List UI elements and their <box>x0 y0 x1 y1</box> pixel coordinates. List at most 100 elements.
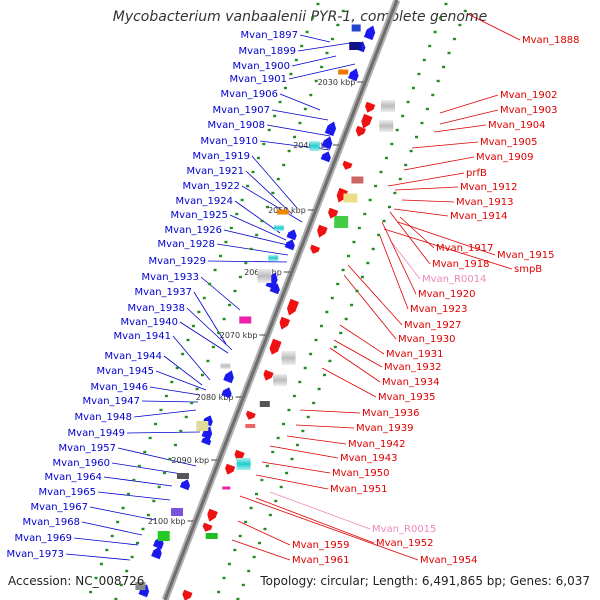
reverse-gene-feature[interactable] <box>245 410 256 422</box>
reverse-gene-feature[interactable] <box>181 589 193 600</box>
gene-label-mvan-1942[interactable]: Mvan_1942 <box>348 439 405 450</box>
gene-block-feature[interactable] <box>135 582 146 590</box>
gene-block-feature[interactable] <box>268 255 279 261</box>
gene-label-mvan-1899[interactable]: Mvan_1899 <box>239 46 296 57</box>
gene-label-mvan-1888[interactable]: Mvan_1888 <box>522 35 579 46</box>
gene-block-feature[interactable] <box>171 508 184 516</box>
reverse-gene-feature[interactable] <box>268 343 280 357</box>
gene-label-mvan-1950[interactable]: Mvan_1950 <box>332 468 389 479</box>
gene-label-mvan-1929[interactable]: Mvan_1929 <box>149 256 206 267</box>
forward-gene-feature[interactable] <box>269 282 282 295</box>
gene-block-feature[interactable] <box>273 225 284 231</box>
gene-block-feature[interactable] <box>273 374 288 386</box>
reverse-gene-feature[interactable] <box>262 369 274 383</box>
reverse-gene-feature[interactable] <box>309 244 320 256</box>
gene-label-mvan-1927[interactable]: Mvan_1927 <box>404 320 461 331</box>
gene-block-feature[interactable] <box>222 486 231 490</box>
gene-label-mvan-1920[interactable]: Mvan_1920 <box>418 289 475 300</box>
gene-label-mvan-1965[interactable]: Mvan_1965 <box>39 487 96 498</box>
forward-gene-feature[interactable] <box>321 135 335 150</box>
gene-label-mvan-1931[interactable]: Mvan_1931 <box>386 349 443 360</box>
gene-label-mvan-1951[interactable]: Mvan_1951 <box>330 484 387 495</box>
gene-label-mvan-1915[interactable]: Mvan_1915 <box>497 250 554 261</box>
gene-label-mvan-1919[interactable]: Mvan_1919 <box>193 151 250 162</box>
gene-block-feature[interactable] <box>236 458 251 470</box>
gene-label-mvan-1948[interactable]: Mvan_1948 <box>75 412 132 423</box>
reverse-gene-feature[interactable] <box>277 316 291 331</box>
gene-block-feature[interactable] <box>334 216 349 228</box>
reverse-gene-feature[interactable] <box>315 224 328 239</box>
reverse-gene-feature[interactable] <box>233 449 245 463</box>
gene-block-feature[interactable] <box>205 533 218 539</box>
gene-label-mvan-1943[interactable]: Mvan_1943 <box>340 453 397 464</box>
gene-label-mvan-1973[interactable]: Mvan_1973 <box>7 549 64 560</box>
gene-label-mvan-1967[interactable]: Mvan_1967 <box>31 502 88 513</box>
gene-label-mvan-1905[interactable]: Mvan_1905 <box>480 137 537 148</box>
gene-label-mvan-r0015[interactable]: Mvan_R0015 <box>372 524 436 535</box>
forward-gene-feature[interactable] <box>151 545 164 560</box>
gene-label-mvan-1928[interactable]: Mvan_1928 <box>158 239 215 250</box>
gene-label-mvan-1909[interactable]: Mvan_1909 <box>476 152 533 163</box>
gene-label-mvan-1921[interactable]: Mvan_1921 <box>187 166 244 177</box>
gene-label-mvan-1934[interactable]: Mvan_1934 <box>382 377 439 388</box>
gene-label-smpb[interactable]: smpB <box>514 264 542 275</box>
gene-block-feature[interactable] <box>196 421 209 431</box>
gene-label-mvan-1901[interactable]: Mvan_1901 <box>230 74 287 85</box>
gene-label-mvan-1954[interactable]: Mvan_1954 <box>420 555 477 566</box>
gene-block-feature[interactable] <box>343 193 358 203</box>
gene-block-feature[interactable] <box>176 473 189 479</box>
gene-label-mvan-1904[interactable]: Mvan_1904 <box>488 120 545 131</box>
reverse-gene-feature[interactable] <box>363 101 376 115</box>
gene-label-prfb[interactable]: prfB <box>466 168 487 179</box>
gene-label-mvan-1936[interactable]: Mvan_1936 <box>362 408 419 419</box>
gene-label-mvan-1925[interactable]: Mvan_1925 <box>171 210 228 221</box>
gene-label-mvan-1900[interactable]: Mvan_1900 <box>233 61 290 72</box>
gene-label-mvan-1949[interactable]: Mvan_1949 <box>68 428 125 439</box>
forward-gene-feature[interactable] <box>320 150 333 163</box>
gene-block-feature[interactable] <box>309 141 320 151</box>
forward-gene-feature[interactable] <box>201 425 215 440</box>
reverse-gene-feature[interactable] <box>285 298 299 317</box>
gene-label-mvan-1912[interactable]: Mvan_1912 <box>460 182 517 193</box>
gene-label-mvan-1908[interactable]: Mvan_1908 <box>208 120 265 131</box>
gene-label-mvan-1910[interactable]: Mvan_1910 <box>201 136 258 147</box>
gene-block-feature[interactable] <box>351 24 361 32</box>
gene-label-mvan-1941[interactable]: Mvan_1941 <box>114 331 171 342</box>
reverse-gene-feature[interactable] <box>326 207 339 221</box>
forward-gene-feature[interactable] <box>363 24 377 41</box>
gene-label-mvan-1913[interactable]: Mvan_1913 <box>456 197 513 208</box>
gene-label-mvan-1933[interactable]: Mvan_1933 <box>142 272 199 283</box>
gene-label-mvan-1952[interactable]: Mvan_1952 <box>376 538 433 549</box>
gene-block-feature[interactable] <box>157 531 170 541</box>
gene-label-mvan-1960[interactable]: Mvan_1960 <box>53 458 110 469</box>
forward-gene-feature[interactable] <box>324 120 338 137</box>
gene-label-mvan-1903[interactable]: Mvan_1903 <box>500 105 557 116</box>
gene-label-mvan-1946[interactable]: Mvan_1946 <box>91 382 148 393</box>
forward-gene-feature[interactable] <box>348 67 361 82</box>
forward-gene-feature[interactable] <box>138 583 152 598</box>
gene-label-mvan-1957[interactable]: Mvan_1957 <box>59 443 116 454</box>
forward-gene-feature[interactable] <box>201 435 212 446</box>
gene-label-mvan-1918[interactable]: Mvan_1918 <box>432 259 489 270</box>
gene-label-mvan-1922[interactable]: Mvan_1922 <box>183 181 240 192</box>
reverse-gene-feature[interactable] <box>354 125 366 139</box>
gene-label-mvan-1968[interactable]: Mvan_1968 <box>23 517 80 528</box>
gene-block-feature[interactable] <box>220 363 231 369</box>
gene-block-feature[interactable] <box>349 42 362 50</box>
gene-label-mvan-r0014[interactable]: Mvan_R0014 <box>422 274 486 285</box>
gene-label-mvan-1923[interactable]: Mvan_1923 <box>410 304 467 315</box>
gene-block-feature[interactable] <box>381 100 396 112</box>
reverse-gene-feature[interactable] <box>359 113 373 130</box>
forward-gene-feature[interactable] <box>221 386 233 399</box>
forward-gene-feature[interactable] <box>179 478 192 491</box>
gene-label-mvan-1937[interactable]: Mvan_1937 <box>135 287 192 298</box>
gene-label-mvan-1902[interactable]: Mvan_1902 <box>500 90 557 101</box>
reverse-gene-feature[interactable] <box>334 187 348 204</box>
gene-label-mvan-1939[interactable]: Mvan_1939 <box>356 423 413 434</box>
gene-label-mvan-1940[interactable]: Mvan_1940 <box>121 317 178 328</box>
gene-block-feature[interactable] <box>281 351 296 365</box>
gene-block-feature[interactable] <box>351 176 364 184</box>
forward-gene-feature[interactable] <box>223 369 236 384</box>
reverse-gene-feature[interactable] <box>223 463 236 477</box>
reverse-gene-feature[interactable] <box>341 160 353 172</box>
